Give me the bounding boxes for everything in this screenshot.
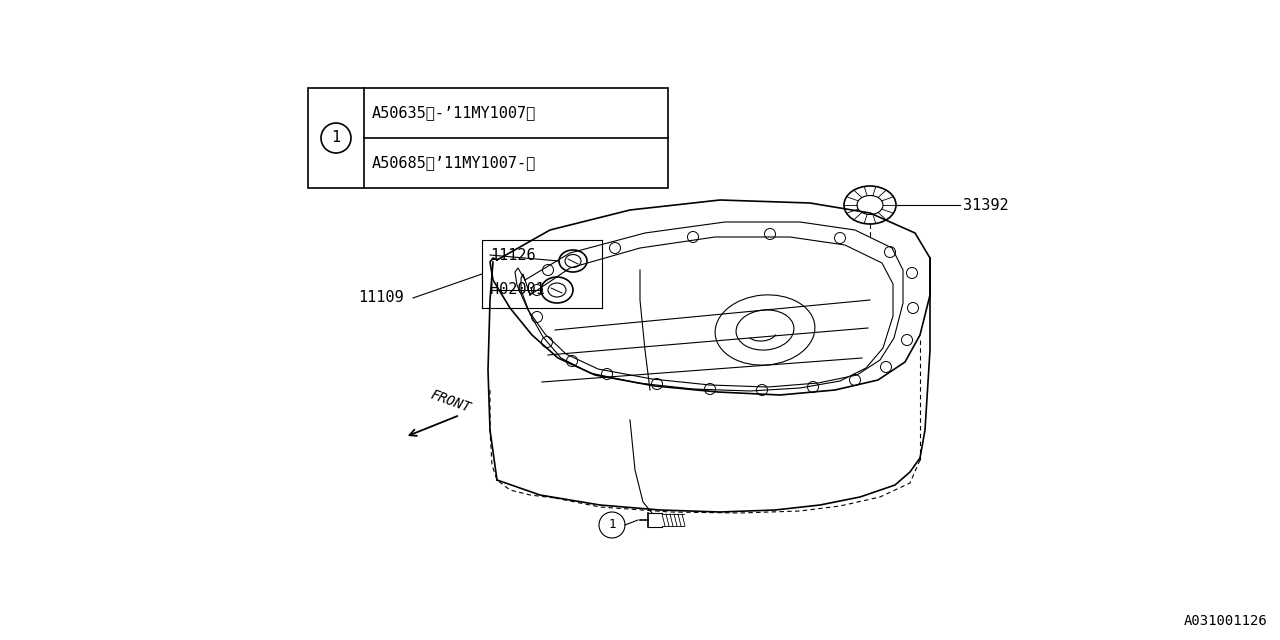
Text: A50635（-’11MY1007）: A50635（-’11MY1007） [372, 106, 536, 120]
Text: FRONT: FRONT [428, 387, 472, 415]
Text: 11126: 11126 [490, 248, 535, 262]
Text: 11109: 11109 [358, 291, 403, 305]
Text: 31392: 31392 [963, 198, 1009, 212]
Text: A50685（’11MY1007-）: A50685（’11MY1007-） [372, 156, 536, 170]
Text: 1: 1 [608, 518, 616, 531]
Bar [308, 88, 668, 188]
Text: A031001126: A031001126 [1184, 614, 1268, 628]
Text: 1: 1 [332, 131, 340, 145]
Text: H02001: H02001 [490, 282, 545, 298]
